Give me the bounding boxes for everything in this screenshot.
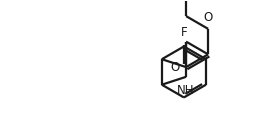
Text: NH: NH: [177, 84, 195, 97]
Text: O: O: [204, 11, 213, 24]
Text: F: F: [181, 26, 187, 39]
Text: O: O: [170, 61, 179, 74]
